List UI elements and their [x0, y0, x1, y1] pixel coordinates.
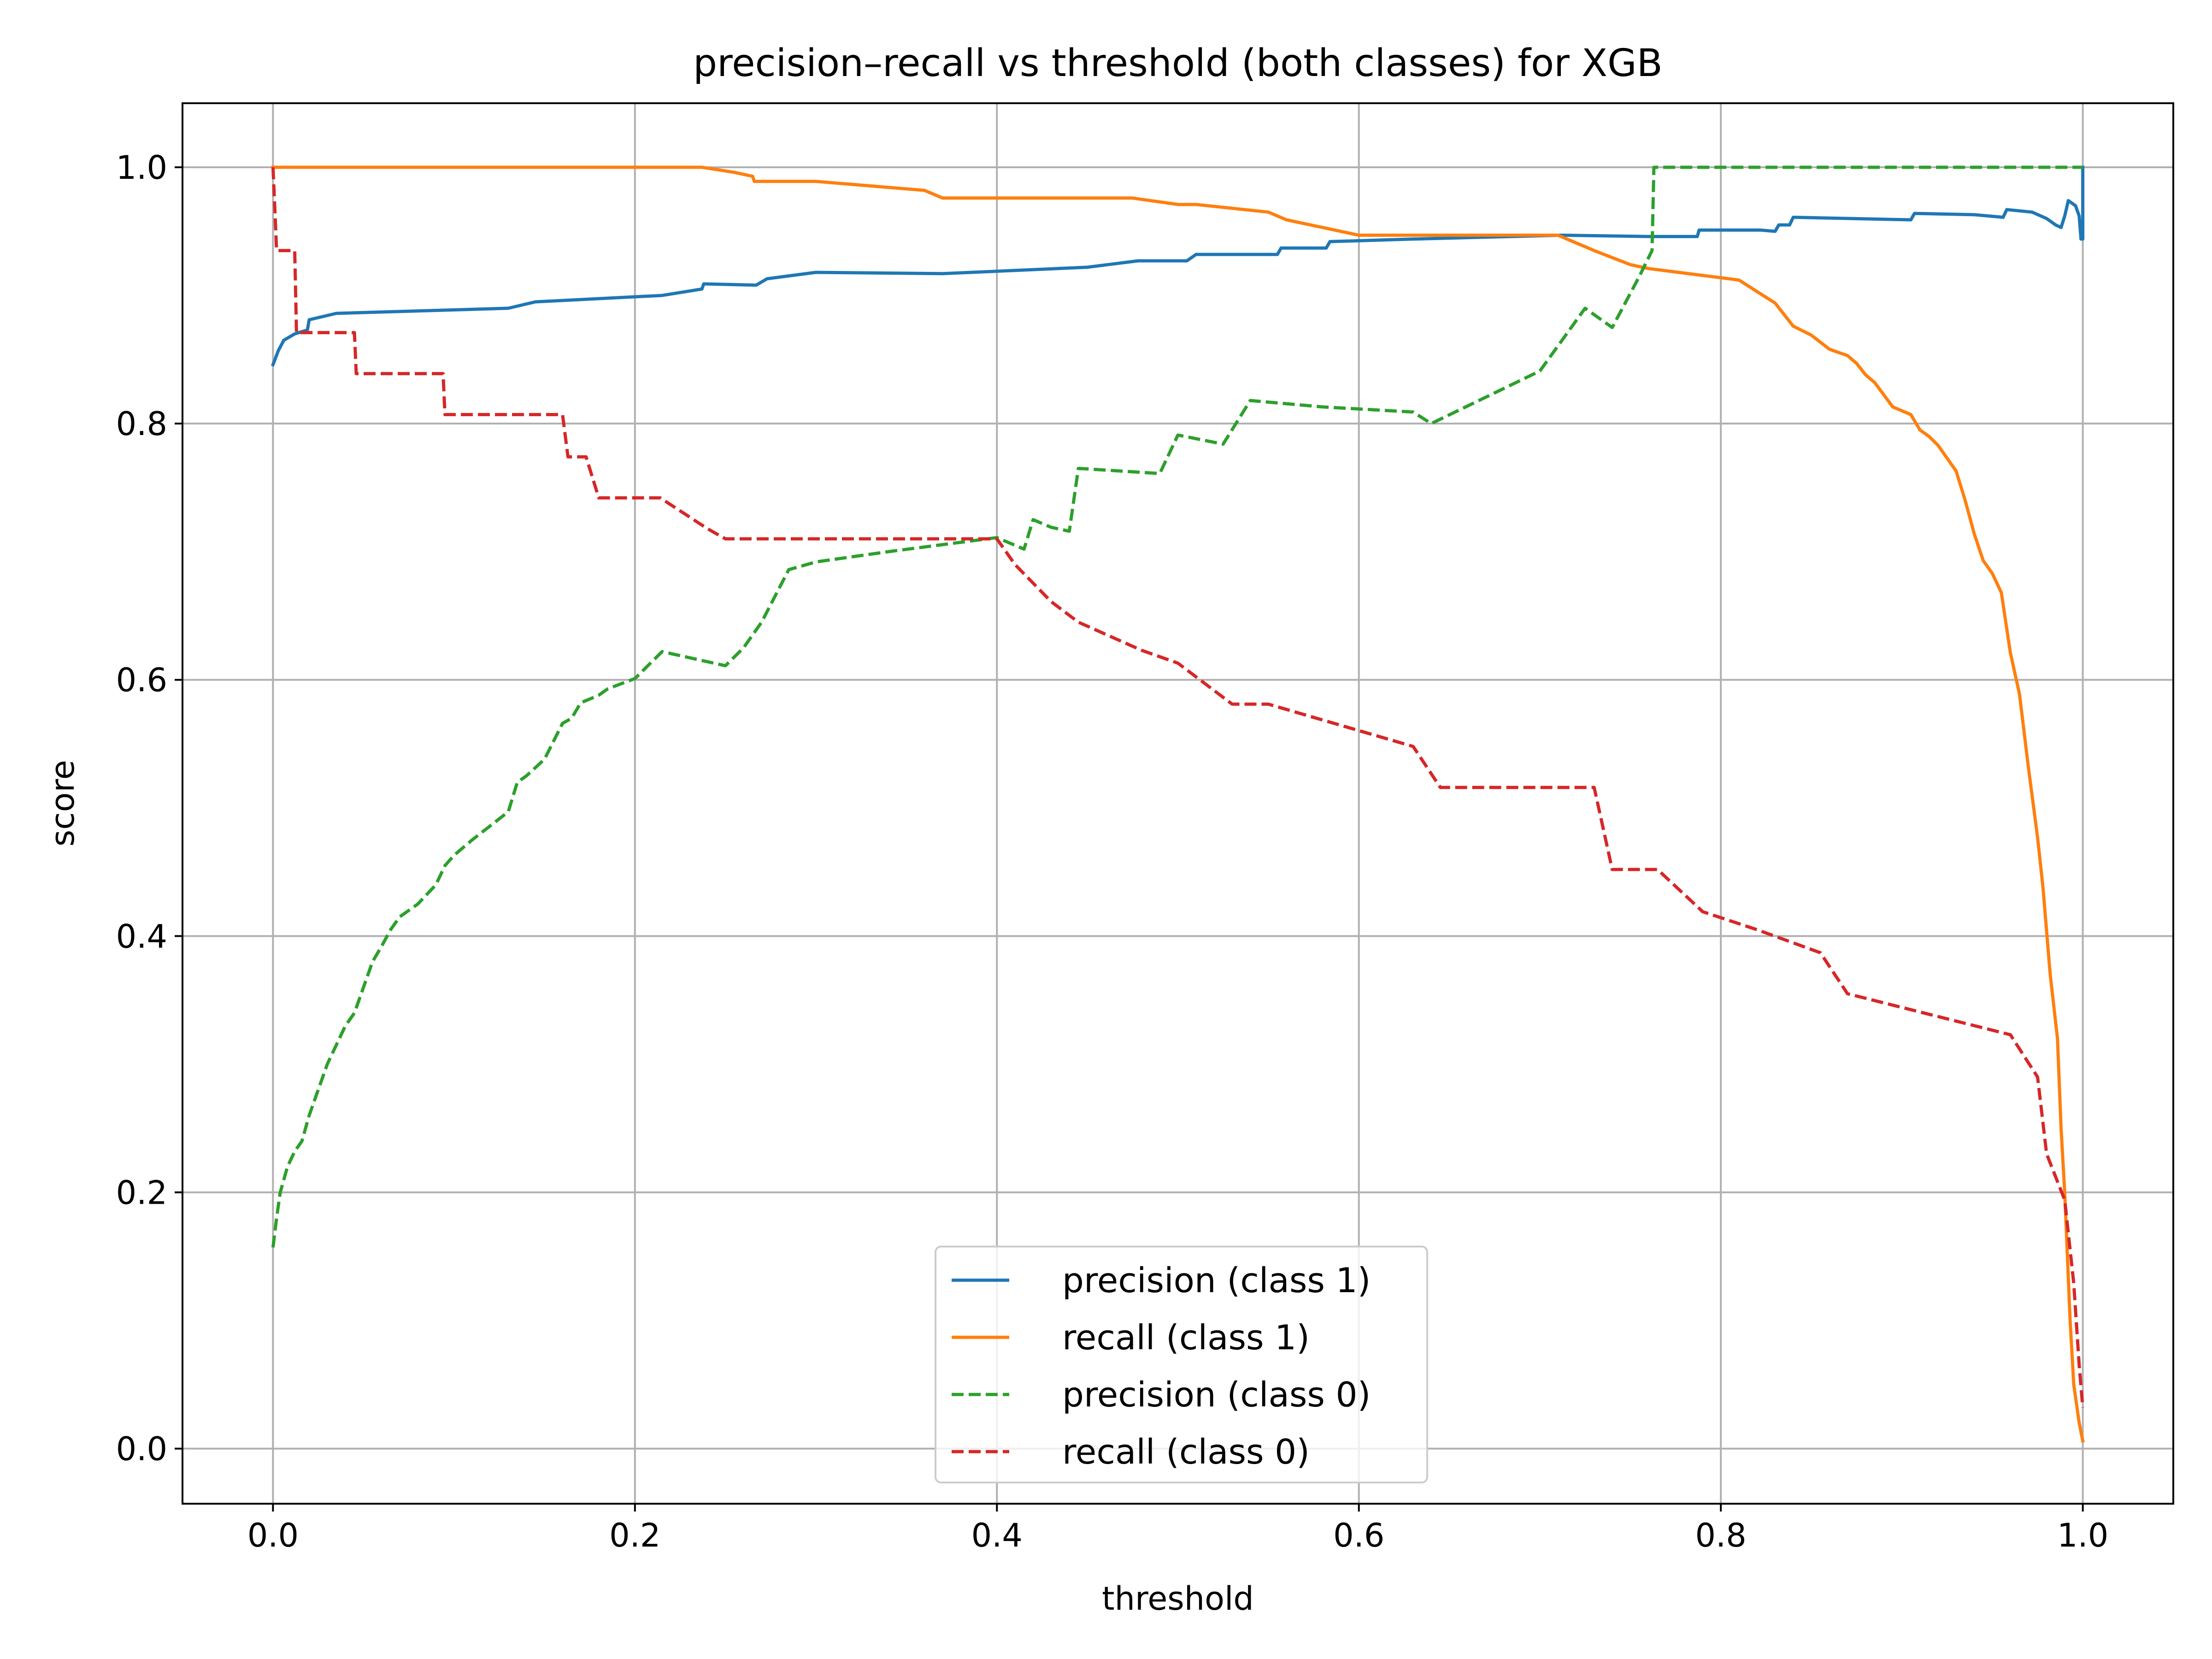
legend-label: recall (class 0)	[1062, 1432, 1310, 1472]
x-tick-label: 0.2	[609, 1517, 660, 1554]
legend-label: precision (class 1)	[1062, 1261, 1371, 1300]
series-lines	[271, 165, 2085, 1443]
y-tick-label: 0.0	[116, 1430, 167, 1468]
y-tick-label: 0.6	[116, 661, 167, 699]
series-line-precision-class-1	[271, 165, 2085, 367]
chart-title: precision–recall vs threshold (both clas…	[693, 41, 1663, 85]
series-line-precision-class-0	[271, 165, 2083, 1248]
y-axis-label: score	[44, 760, 82, 847]
x-tick-label: 0.8	[1695, 1517, 1747, 1554]
axis-ticks: 0.0 0.2 0.4 0.6 0.8 1.0 0.0 0.2 0.4 0.6 0.8 1.0	[116, 149, 2109, 1554]
series-line-recall-class-0	[271, 167, 2085, 1408]
series-line-recall-class-1	[271, 165, 2085, 1443]
x-tick-label: 0.4	[971, 1517, 1023, 1554]
x-axis-label: threshold	[1102, 1580, 1254, 1618]
legend-box	[935, 1246, 1428, 1483]
y-tick-label: 0.2	[116, 1174, 167, 1212]
grid-lines	[182, 103, 2173, 1504]
x-tick-label: 1.0	[2057, 1517, 2108, 1554]
x-tick-label: 0.6	[1333, 1517, 1384, 1554]
legend-label: precision (class 0)	[1062, 1375, 1371, 1415]
plot-area-frame	[182, 102, 2174, 1505]
legend-label: recall (class 1)	[1062, 1318, 1310, 1358]
y-tick-label: 0.8	[116, 405, 167, 443]
legend: precision (class 1) recall (class 1) preci…	[935, 1246, 1428, 1483]
x-tick-label: 0.0	[247, 1517, 299, 1554]
y-tick-label: 1.0	[116, 149, 167, 187]
y-tick-label: 0.4	[116, 918, 167, 955]
